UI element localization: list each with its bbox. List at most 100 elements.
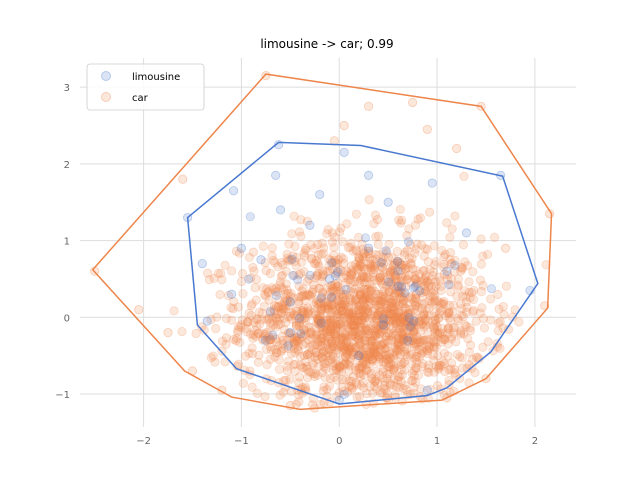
car-point (392, 246, 402, 257)
car-point (221, 339, 231, 350)
car-point (355, 300, 365, 310)
car-point (315, 284, 325, 294)
limousine-point (324, 274, 335, 284)
car-point (331, 336, 341, 346)
car-point (345, 357, 355, 368)
limousine-point (271, 170, 281, 180)
car-point (351, 299, 361, 310)
car-point (426, 274, 437, 285)
car-point (385, 353, 395, 363)
car-point (396, 360, 406, 370)
car-point (355, 260, 365, 270)
car-point (403, 332, 414, 342)
car-point (295, 351, 306, 362)
car-point (327, 283, 338, 294)
car-point (342, 336, 352, 346)
car-point (407, 336, 417, 346)
car-point (444, 300, 454, 310)
car-point (297, 332, 308, 342)
car-point (358, 331, 368, 342)
car-point (434, 363, 444, 373)
car-point (329, 329, 339, 339)
car-point (353, 353, 363, 363)
car-point (361, 343, 372, 353)
car-point (304, 274, 314, 284)
car-point (403, 309, 413, 320)
car-point (320, 303, 330, 313)
car-point (340, 317, 350, 327)
car-point (228, 303, 238, 314)
car-point (322, 336, 333, 346)
car-point (381, 331, 391, 341)
car-point (354, 322, 364, 332)
car-point (395, 204, 405, 215)
car-point (370, 330, 380, 341)
car-point (356, 380, 366, 391)
car-point (390, 330, 400, 340)
car-point (411, 297, 421, 308)
car-point (352, 264, 363, 274)
car-point (470, 367, 480, 378)
car-point (309, 280, 319, 290)
car-point (289, 338, 299, 348)
car-point (375, 306, 385, 316)
car-point (473, 352, 483, 362)
car-point (386, 335, 396, 345)
car-point (442, 308, 453, 318)
car-point (308, 369, 318, 379)
car-point (294, 321, 304, 331)
car-point (263, 287, 273, 297)
car-point (336, 252, 346, 262)
car-point (386, 303, 396, 313)
car-point (410, 270, 420, 281)
car-point (386, 359, 396, 369)
car-point (331, 359, 341, 369)
car-point (388, 365, 398, 375)
car-point (243, 317, 253, 327)
limousine-point (316, 293, 326, 303)
car-point (469, 285, 479, 296)
car-point (235, 337, 245, 347)
car-point (437, 323, 447, 334)
car-point (314, 361, 324, 372)
car-point (419, 322, 429, 332)
car-point (430, 290, 440, 300)
car-point (455, 352, 465, 362)
car-point (358, 369, 369, 380)
car-point (373, 276, 383, 286)
car-point (428, 322, 439, 332)
car-point (422, 306, 432, 316)
limousine-point (403, 335, 413, 345)
car-point (391, 382, 402, 392)
car-point (289, 270, 299, 280)
car-point (411, 338, 421, 348)
car-point (373, 295, 384, 306)
car-point (343, 301, 353, 311)
car-point (440, 367, 450, 377)
car-point (295, 326, 305, 336)
car-point (350, 259, 361, 269)
car-point (347, 343, 357, 353)
car-point (444, 308, 454, 318)
car-point (339, 120, 349, 131)
car-point (296, 292, 306, 302)
car-point (355, 325, 365, 335)
car-point (254, 350, 264, 360)
car-point (344, 344, 354, 354)
car-point (317, 348, 328, 358)
car-point (389, 351, 399, 361)
car-point (428, 270, 438, 281)
car-point (284, 356, 294, 366)
car-point (212, 312, 222, 322)
car-point (346, 316, 357, 326)
car-point (294, 227, 305, 237)
car-point (421, 321, 431, 331)
car-point (288, 251, 298, 261)
car-point (357, 271, 368, 281)
car-point (390, 312, 400, 322)
car-point (395, 266, 405, 276)
car-point (281, 266, 291, 276)
car-point (258, 241, 268, 251)
car-point (269, 306, 280, 316)
car-point (312, 339, 322, 349)
